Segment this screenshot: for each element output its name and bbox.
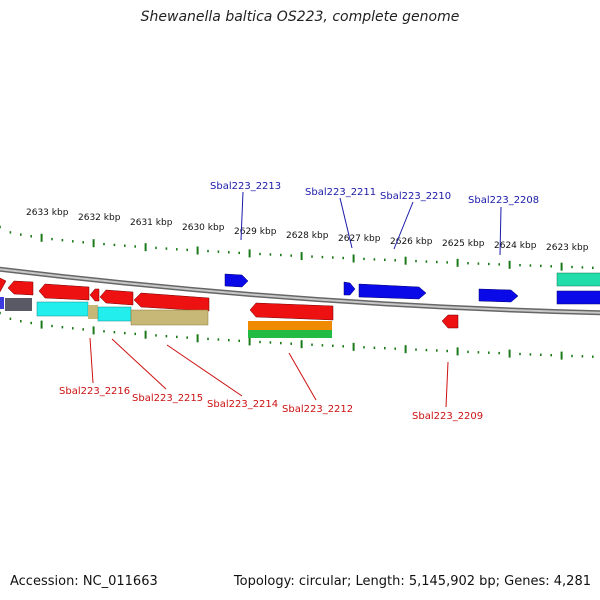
gene-box-forward[interactable]: [556, 290, 600, 305]
leader-line: [499, 206, 502, 256]
scale-ticks-top: [0, 225, 594, 271]
gene-label[interactable]: Sbal223_2213: [210, 181, 281, 192]
gene-arrow-reverse[interactable]: [0, 277, 7, 293]
kbp-label: 2626 kbp: [390, 237, 433, 247]
feature-band-orange[interactable]: [248, 321, 332, 330]
scale-ticks-bottom: [0, 311, 594, 360]
gene-arrow-reverse[interactable]: [38, 283, 90, 301]
kbp-label: 2627 kbp: [338, 234, 381, 244]
feature-band-green[interactable]: [248, 330, 332, 338]
leader-line: [288, 352, 317, 401]
gene-label[interactable]: Sbal223_2216: [59, 386, 130, 397]
gene-arrow-reverse[interactable]: [441, 314, 459, 329]
gene-labels-bottom: Sbal223_2216 Sbal223_2215 Sbal223_2214 S…: [59, 337, 483, 422]
forward-genes: [224, 272, 600, 305]
gene-arrow-forward[interactable]: [343, 281, 356, 296]
genome-title: Shewanella baltica OS223, complete genom…: [140, 9, 460, 25]
kbp-label: 2623 kbp: [546, 243, 589, 253]
gene-arrow-forward[interactable]: [224, 273, 249, 288]
kbp-label: 2630 kbp: [182, 223, 225, 233]
genome-backbone-inner: [0, 268, 600, 314]
leader-line: [166, 344, 243, 397]
gene-arrow-reverse[interactable]: [249, 302, 334, 321]
gene-label[interactable]: Sbal223_2210: [380, 191, 451, 202]
genome-summary-text: Topology: circular; Length: 5,145,902 bp…: [233, 574, 591, 589]
gene-arrow-reverse[interactable]: [89, 288, 100, 302]
feature-bands: [0, 297, 332, 338]
feature-band-cyan[interactable]: [36, 301, 89, 317]
kbp-label: 2632 kbp: [78, 213, 121, 223]
kbp-label: 2625 kbp: [442, 239, 485, 249]
feature-band-tan[interactable]: [88, 305, 98, 319]
kbp-label: 2624 kbp: [494, 241, 537, 251]
leader-line: [445, 361, 449, 408]
feature-band-gray[interactable]: [5, 298, 32, 311]
feature-band-tan[interactable]: [130, 309, 209, 326]
reverse-genes: [0, 277, 459, 329]
leader-line: [240, 191, 244, 241]
leader-line: [339, 197, 353, 249]
leader-line: [89, 337, 94, 384]
kbp-label: 2631 kbp: [130, 218, 173, 228]
gene-label[interactable]: Sbal223_2215: [132, 393, 203, 404]
accession-text: Accession: NC_011663: [10, 574, 158, 589]
gene-label[interactable]: Sbal223_2209: [412, 411, 483, 422]
kbp-label: 2629 kbp: [234, 227, 277, 237]
kbp-label: 2628 kbp: [286, 231, 329, 241]
gene-arrow-forward[interactable]: [478, 288, 519, 303]
feature-band-blue[interactable]: [0, 297, 4, 309]
gene-arrow-reverse[interactable]: [133, 292, 210, 312]
gene-arrow-reverse[interactable]: [7, 280, 34, 296]
gene-label[interactable]: Sbal223_2208: [468, 195, 539, 206]
leader-line: [111, 338, 167, 390]
gene-label[interactable]: Sbal223_2214: [207, 399, 278, 410]
leader-line: [393, 201, 414, 250]
kbp-labels: 2633 kbp 2632 kbp 2631 kbp 2630 kbp 2629…: [26, 208, 589, 253]
feature-band-cyan[interactable]: [97, 306, 132, 322]
gene-label[interactable]: Sbal223_2212: [282, 404, 353, 415]
gene-arrow-forward[interactable]: [358, 283, 427, 300]
gene-labels-top: Sbal223_2213 Sbal223_2211 Sbal223_2210 S…: [210, 181, 539, 256]
kbp-label: 2633 kbp: [26, 208, 69, 218]
gene-arrow-reverse[interactable]: [99, 289, 134, 306]
gene-box-teal[interactable]: [556, 272, 600, 287]
gene-label[interactable]: Sbal223_2211: [305, 187, 376, 198]
